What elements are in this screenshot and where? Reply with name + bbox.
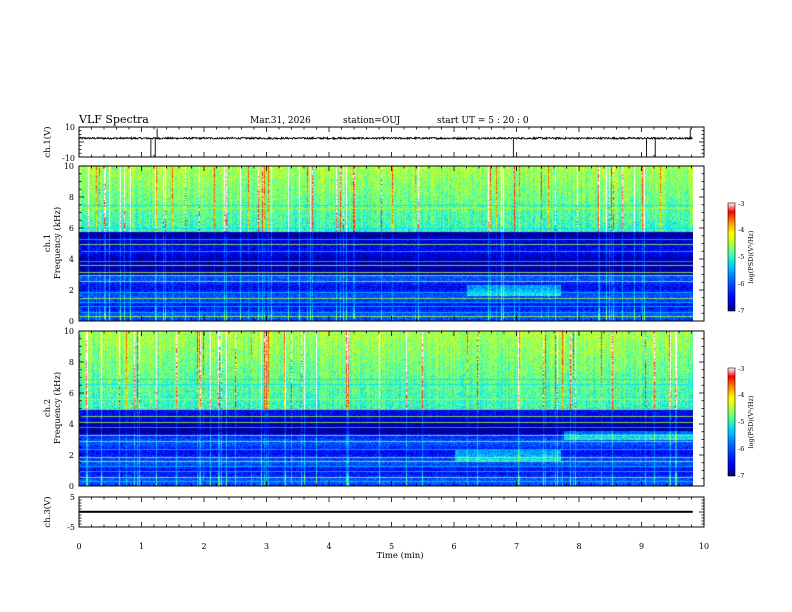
- ch2-spectrogram-ticks: [78, 330, 705, 487]
- xtick-0: 0: [76, 542, 81, 551]
- ch2-colorbar-tick-m6: -6: [738, 445, 744, 453]
- ch1-colorbar: [727, 202, 736, 312]
- ch3-ytick-bottom: -5: [67, 523, 75, 532]
- ch1-ylabel: ch.1(V): [42, 126, 53, 157]
- xtick-6: 6: [451, 542, 456, 551]
- ch2-colorbar-tick-m4: -4: [738, 391, 744, 399]
- ch1-colorbar-tick-m7: -7: [738, 307, 744, 315]
- figure-station: station=OUJ: [343, 116, 401, 126]
- ch2-colorbar: [727, 367, 736, 477]
- xtick-1: 1: [139, 542, 144, 551]
- ch1-ytick-6: 6: [69, 224, 74, 233]
- time-axis: 0 1 2 3 4 5 6 7 8 9 10 Time (min): [76, 542, 709, 561]
- ch2-ytick-6: 6: [69, 389, 74, 398]
- figure-start-ut: start UT = 5 : 20 : 0: [437, 116, 529, 126]
- ch1-ylabel-frequency: Frequency (kHz): [52, 207, 63, 279]
- ch1-ytick-top: 10: [65, 123, 75, 132]
- xtick-7: 7: [514, 542, 519, 551]
- ch1-colorbar-ticks: -3 -4 -5 -6 -7: [738, 200, 744, 315]
- ch2-spectrogram-yticklabels: 0 2 4 6 8 10: [64, 327, 74, 491]
- ch2-ytick-10: 10: [64, 327, 74, 336]
- ch2-ytick-4: 4: [69, 420, 74, 429]
- ch2-colorbar-tick-m3: -3: [738, 365, 744, 373]
- ch3-ytick-top: 5: [70, 493, 75, 502]
- ch1-colorbar-label: log(PSD)(V²/Hz): [747, 230, 755, 283]
- ch1-ytick-10: 10: [64, 162, 74, 171]
- ch1-waveform-trace: [78, 128, 693, 157]
- ch2-colorbar-label: log(PSD)(V²/Hz): [747, 395, 755, 448]
- ch2-spectrogram-image: [79, 331, 693, 486]
- ch2-ytick-2: 2: [69, 451, 74, 460]
- time-axis-ticklabels: 0 1 2 3 4 5 6 7 8 9 10: [76, 542, 709, 551]
- ch1-ticks: [78, 126, 705, 158]
- ch2-ytick-8: 8: [69, 358, 74, 367]
- ch3-waveform-panel: 5 -5 ch.3(V): [42, 493, 705, 532]
- ch1-colorbar-tick-m5: -5: [738, 253, 744, 261]
- xtick-4: 4: [326, 542, 331, 551]
- ch2-ylabel-channel: ch.2: [43, 399, 53, 417]
- ch2-ytick-0: 0: [69, 482, 74, 491]
- ch2-ylabel-frequency: Frequency (kHz): [52, 372, 63, 444]
- ch1-ytick-8: 8: [69, 193, 74, 202]
- ch1-spectrogram-ticks: [78, 165, 705, 322]
- xtick-10: 10: [699, 542, 709, 551]
- ch1-spectrogram-panel: 0 2 4 6 8 10 ch.1 Frequency (kHz) -3 -4 …: [43, 162, 755, 326]
- ch1-spectrogram-yticklabels: 0 2 4 6 8 10: [64, 162, 74, 326]
- ch1-ytick-0: 0: [69, 317, 74, 326]
- xtick-2: 2: [201, 542, 206, 551]
- figure-date: Mar.31, 2026: [250, 116, 311, 126]
- ch2-colorbar-ticks: -3 -4 -5 -6 -7: [738, 365, 744, 480]
- xtick-3: 3: [264, 542, 269, 551]
- ch3-ticks: [78, 496, 705, 528]
- time-axis-label: Time (min): [376, 550, 423, 561]
- xtick-5: 5: [389, 542, 394, 551]
- ch1-colorbar-tick-m6: -6: [738, 280, 744, 288]
- ch1-waveform-panel: 10 -10 ch.1(V): [42, 123, 705, 163]
- figure-title: VLF Spectra: [78, 113, 149, 126]
- ch3-waveform-trace: [79, 510, 693, 513]
- ch1-spectrogram-image: [79, 166, 693, 321]
- xtick-8: 8: [576, 542, 581, 551]
- ch1-ytick-2: 2: [69, 286, 74, 295]
- ch2-colorbar-tick-m5: -5: [738, 418, 744, 426]
- ch1-ytick-4: 4: [69, 255, 74, 264]
- ch1-ylabel-channel: ch.1: [43, 234, 53, 252]
- ch1-ytick-bottom: -10: [62, 154, 75, 163]
- xtick-9: 9: [639, 542, 644, 551]
- ch2-colorbar-tick-m7: -7: [738, 472, 744, 480]
- ch1-colorbar-tick-m4: -4: [738, 226, 744, 234]
- ch1-colorbar-tick-m3: -3: [738, 200, 744, 208]
- ch2-spectrogram-panel: 0 2 4 6 8 10 ch.2 Frequency (kHz) -3 -4 …: [43, 327, 755, 491]
- ch3-ylabel: ch.3(V): [42, 496, 53, 527]
